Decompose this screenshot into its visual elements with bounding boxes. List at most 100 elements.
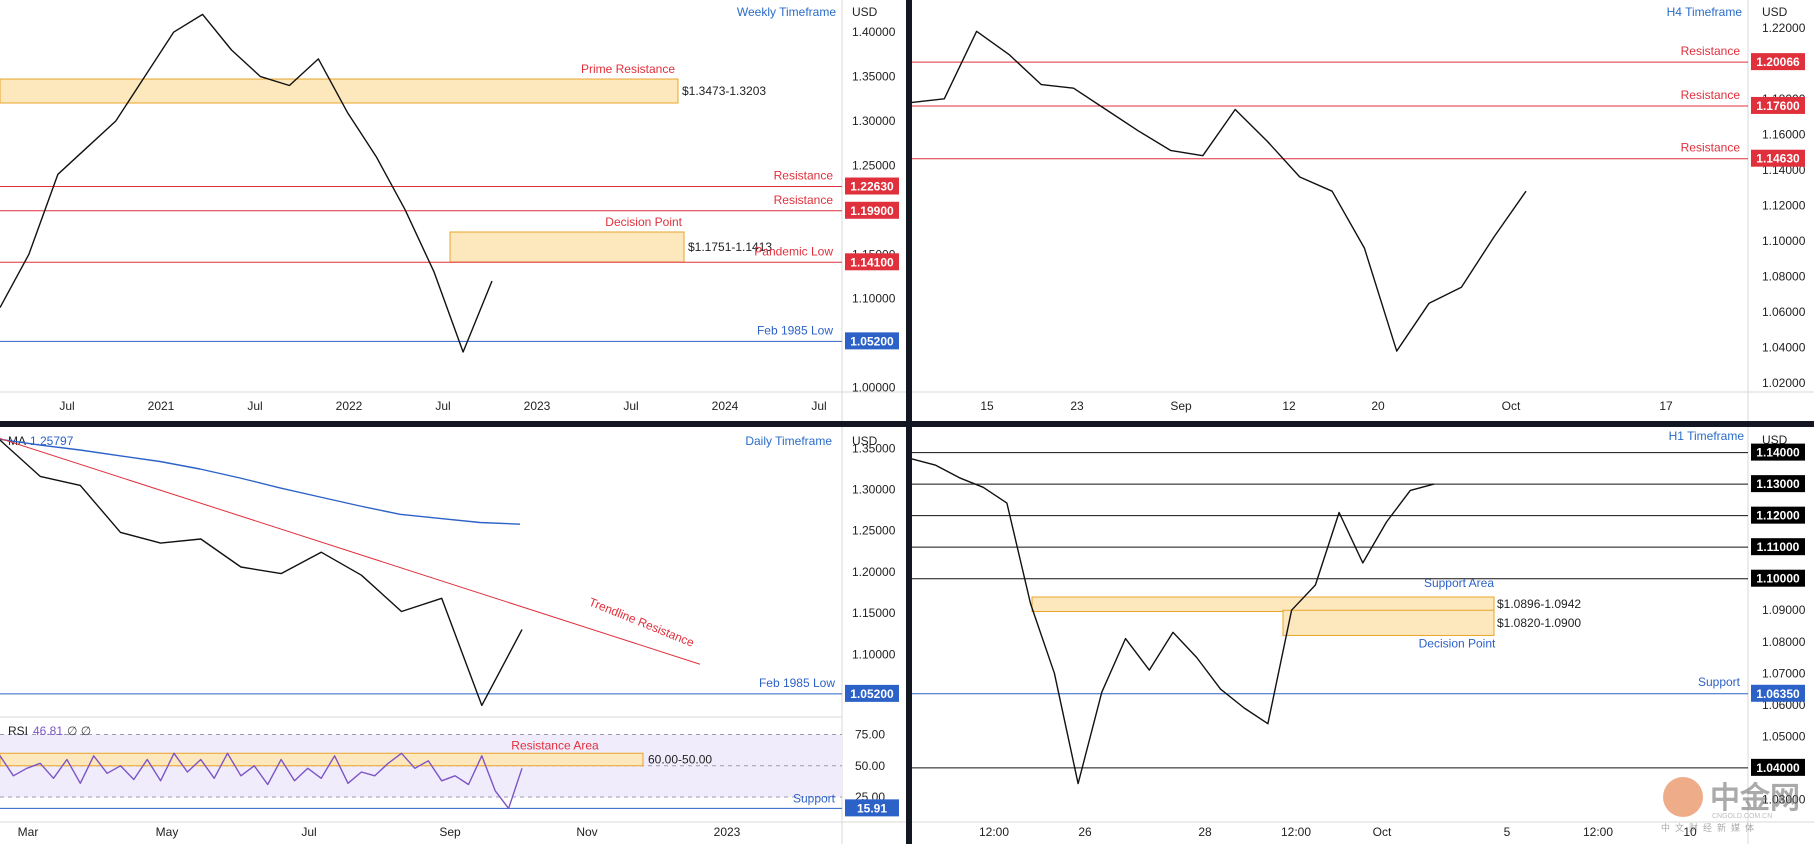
h4-level-label: Resistance (1681, 141, 1741, 155)
h1-level-tag-bg (1751, 758, 1805, 776)
h1-title: H1 Timeframe (1669, 429, 1745, 443)
h4-x-tick: Oct (1502, 399, 1521, 413)
daily-x-tick: Mar (18, 825, 39, 839)
weekly-title: Weekly Timeframe (737, 5, 836, 19)
h1-level-tag-bg (1751, 538, 1805, 556)
h1-x-tick: 28 (1198, 825, 1212, 839)
weekly-price-line (0, 13, 493, 353)
weekly-level-tag-bg (845, 253, 899, 271)
h1-level-tag: 1.10000 (1756, 572, 1800, 586)
weekly-x-tick: Jul (247, 399, 262, 413)
weekly-y-tick: 1.25000 (852, 158, 896, 172)
h4-y-tick: 1.12000 (1762, 198, 1806, 212)
trendline-label: Trendline Resistance (587, 595, 697, 650)
weekly-zone-range: $1.3473-1.3203 (682, 84, 766, 98)
h1-currency-label: USD (1762, 433, 1788, 447)
weekly-level-tag-bg (845, 177, 899, 195)
h4-level-tag: 1.20066 (1756, 55, 1800, 69)
ma-legend-value: 1.25797 (30, 434, 74, 448)
weekly-level-tag: 1.05200 (850, 334, 894, 348)
h4-level-tag-bg (1751, 149, 1805, 167)
h4-level-tag: 1.17600 (1756, 99, 1800, 113)
rsi-support-tag-bg (845, 799, 899, 817)
h4-y-tick: 1.22000 (1762, 21, 1806, 35)
horizontal-divider (0, 421, 1814, 427)
h4-title: H4 Timeframe (1667, 5, 1743, 19)
h1-level-tag: 1.14000 (1756, 446, 1800, 460)
weekly-zone (449, 231, 685, 263)
weekly-y-tick: 1.35000 (852, 70, 896, 84)
h4-y-tick: 1.06000 (1762, 305, 1806, 319)
rsi-zone-label: Resistance Area (511, 738, 599, 752)
h1-level-tag: 1.11000 (1757, 540, 1800, 554)
h1-x-tick: Oct (1373, 825, 1392, 839)
daily-x-tick: Jul (301, 825, 316, 839)
weekly-x-tick: Jul (623, 399, 638, 413)
weekly-x-tick: 2022 (336, 399, 363, 413)
daily-y-tick: 1.15000 (852, 606, 896, 620)
rsi-legend-value: 46.81 (33, 724, 63, 738)
h4-x-tick: 12 (1282, 399, 1296, 413)
weekly-level-tag-bg (845, 201, 899, 219)
weekly-y-tick: 1.40000 (852, 25, 896, 39)
daily-level-label: Feb 1985 Low (759, 676, 835, 690)
h4-level-tag-bg (1751, 96, 1805, 114)
rsi-legend-extra: ∅ ∅ (67, 724, 91, 738)
h1-y-tick: 1.09000 (1762, 603, 1806, 617)
h1-zone (1031, 596, 1495, 612)
h1-level-tag: 1.13000 (1756, 477, 1800, 491)
h1-x-tick: 10 (1683, 825, 1697, 839)
weekly-x-tick: Jul (435, 399, 450, 413)
daily-y-tick: 1.35000 (852, 441, 896, 455)
h1-x-tick: 12:00 (1583, 825, 1613, 839)
watermark-url: CNGOLD.COM.CN (1712, 813, 1772, 820)
rsi-line (0, 752, 523, 810)
h4-level-label: Resistance (1681, 44, 1741, 58)
weekly-level-label: Pandemic Low (754, 244, 833, 258)
watermark-logo-icon (1663, 777, 1703, 817)
rsi-support-label: Support (793, 791, 836, 805)
h1-level-tag: 1.12000 (1756, 509, 1800, 523)
weekly-x-tick: 2021 (148, 399, 175, 413)
weekly-y-tick: 1.00000 (852, 381, 896, 395)
daily-title: Daily Timeframe (745, 434, 832, 448)
weekly-x-tick: 2024 (712, 399, 739, 413)
daily-y-tick: 1.10000 (852, 647, 896, 661)
daily-x-tick: Nov (576, 825, 597, 839)
h1-level-tag-bg (1751, 684, 1805, 702)
h4-level-tag-bg (1751, 53, 1805, 71)
h4-x-tick: 15 (980, 399, 994, 413)
h4-y-tick: 1.08000 (1762, 270, 1806, 284)
ma-line (0, 438, 521, 525)
h4-y-tick: 1.02000 (1762, 376, 1806, 390)
h1-x-tick: 12:00 (1281, 825, 1311, 839)
weekly-x-tick: Jul (811, 399, 826, 413)
daily-currency-label: USD (852, 434, 878, 448)
h1-zone-label: Support Area (1424, 576, 1494, 590)
h1-y-tick: 1.07000 (1762, 666, 1806, 680)
weekly-zone-label: Prime Resistance (581, 62, 675, 76)
h1-y-tick: 1.05000 (1762, 729, 1806, 743)
h4-price-line (911, 30, 1527, 352)
daily-y-tick: 1.30000 (852, 483, 896, 497)
weekly-level-tag: 1.19900 (850, 204, 894, 218)
rsi-legend-label: RSI (8, 724, 28, 738)
h1-level-tag: 1.04000 (1756, 761, 1800, 775)
weekly-level-label: Resistance (774, 193, 834, 207)
trendline (0, 437, 701, 665)
h1-zone-label: Decision Point (1419, 636, 1496, 650)
h1-level-tag-bg (1751, 443, 1805, 461)
h4-y-tick: 1.10000 (1762, 234, 1806, 248)
weekly-y-tick: 1.10000 (852, 292, 896, 306)
weekly-level-tag: 1.22630 (850, 180, 894, 194)
h1-x-tick: 26 (1078, 825, 1092, 839)
watermark-subtitle: 中文财经新媒体 (1661, 822, 1759, 833)
h4-currency-label: USD (1762, 5, 1788, 19)
h1-x-tick: 12:00 (979, 825, 1009, 839)
h4-x-tick: 23 (1070, 399, 1084, 413)
watermark-title: 中金网 (1710, 781, 1800, 815)
h1-zone-range: $1.0820-1.0900 (1497, 616, 1581, 630)
daily-level-tag: 1.05200 (850, 687, 894, 701)
rsi-y-tick: 50.00 (855, 759, 885, 773)
